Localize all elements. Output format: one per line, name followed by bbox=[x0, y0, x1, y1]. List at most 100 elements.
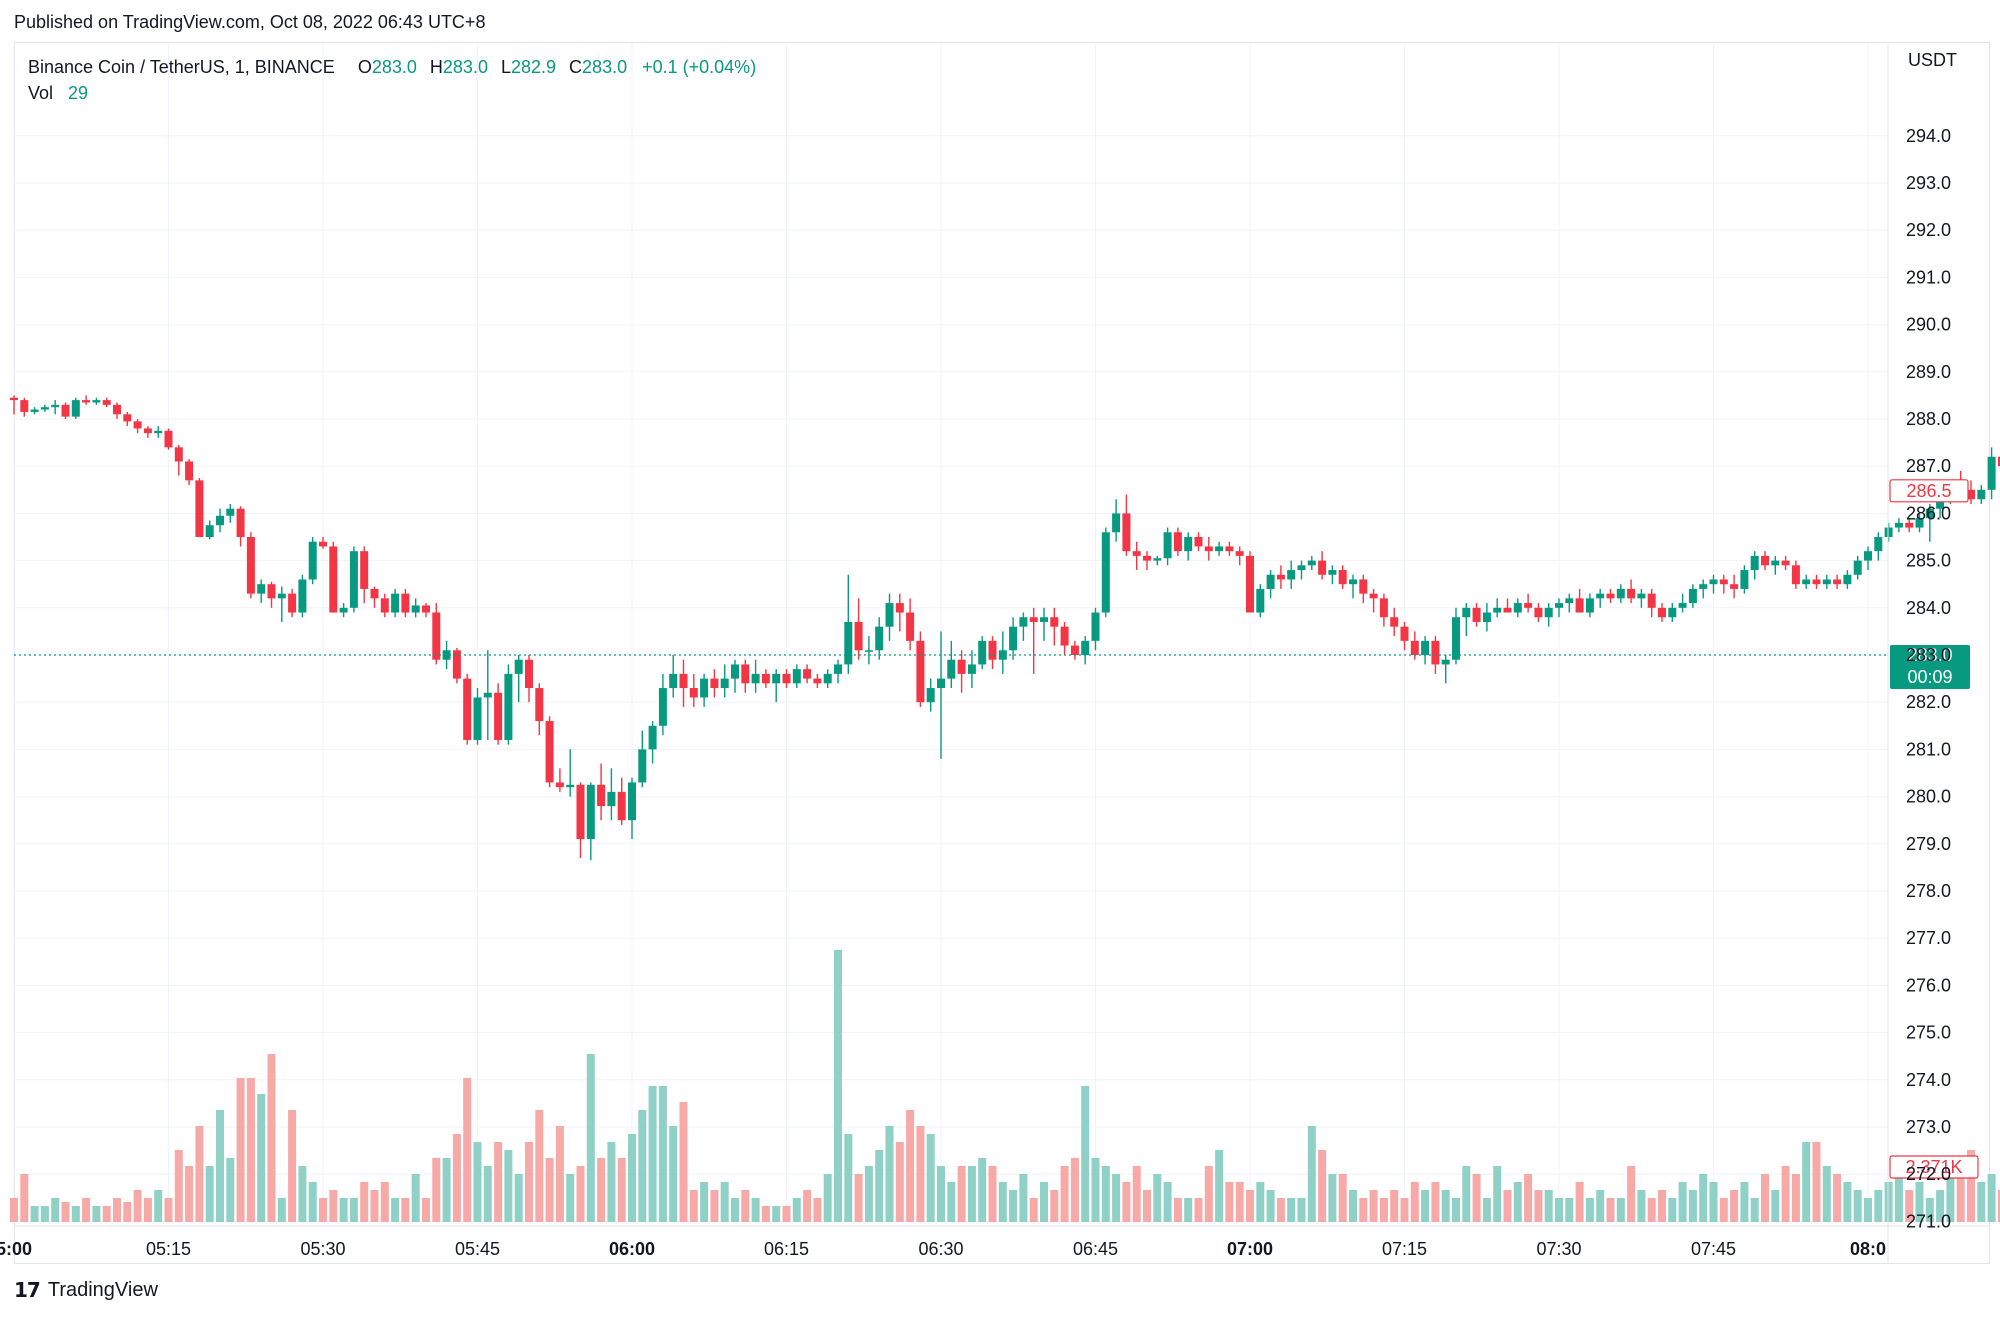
time-tick-label: 05:15 bbox=[146, 1239, 191, 1259]
candle-body bbox=[761, 673, 770, 684]
volume-bar bbox=[937, 1166, 945, 1222]
volume-bar bbox=[133, 1190, 142, 1222]
volume-bar bbox=[535, 1110, 544, 1222]
candle-body bbox=[1431, 640, 1440, 665]
time-axis: 5:00 05:15 05:30 05:45 06:00 06:15 06:30 06:45 0… bbox=[0, 1239, 1886, 1259]
candle-body bbox=[1678, 603, 1687, 608]
candle-body bbox=[1235, 551, 1244, 556]
candle-body bbox=[349, 551, 358, 608]
price-tick-label: 292.0 bbox=[1906, 220, 1951, 240]
candle-body bbox=[1647, 593, 1656, 608]
volume-bar bbox=[988, 1166, 997, 1222]
candle-body bbox=[1719, 579, 1728, 585]
volume-bar bbox=[1122, 1182, 1131, 1222]
candle-body bbox=[1410, 640, 1419, 655]
candle-body bbox=[1791, 565, 1800, 585]
volume-bar bbox=[1452, 1198, 1460, 1222]
candle-body bbox=[586, 784, 595, 840]
candle-body bbox=[370, 588, 379, 599]
candle-body bbox=[1349, 579, 1357, 585]
candle-body bbox=[277, 593, 286, 599]
volume-bar bbox=[1822, 1166, 1831, 1222]
candle-body bbox=[679, 673, 688, 689]
volume-bar bbox=[586, 1054, 595, 1222]
candle-body bbox=[102, 400, 111, 405]
volume-bar bbox=[1575, 1182, 1584, 1222]
volume-bar bbox=[1956, 1174, 1965, 1222]
candle-body bbox=[720, 678, 729, 689]
candle-body bbox=[1462, 607, 1471, 618]
volume-bar bbox=[1184, 1198, 1193, 1222]
volume-bar bbox=[20, 1174, 29, 1222]
candle-body bbox=[947, 659, 956, 679]
volume-bar bbox=[1555, 1198, 1563, 1222]
volume-bar bbox=[1235, 1182, 1244, 1222]
candle-body bbox=[864, 650, 873, 652]
volume-bar bbox=[1936, 1190, 1945, 1222]
symbol-title[interactable]: Binance Coin / TetherUS, 1, BINANCE bbox=[28, 57, 335, 77]
candle-body bbox=[1853, 560, 1862, 575]
time-tick-label: 06:45 bbox=[1073, 1239, 1118, 1259]
volume-bar bbox=[61, 1202, 70, 1222]
price-tick-label: 285.0 bbox=[1906, 551, 1951, 571]
volume-bar bbox=[813, 1198, 822, 1222]
candle-body bbox=[1482, 612, 1491, 622]
price-axis: 294.0 293.0 292.0 291.0 290.0 289.0 288.0 287.0… bbox=[1906, 50, 1957, 1231]
candle-body bbox=[638, 749, 647, 783]
volume-bar bbox=[71, 1206, 80, 1222]
price-tick-label: 291.0 bbox=[1906, 267, 1951, 287]
candle-body bbox=[71, 400, 80, 417]
candle-body bbox=[195, 480, 204, 537]
volume-bar bbox=[205, 1166, 214, 1222]
volume-bar bbox=[607, 1142, 616, 1222]
candle-body bbox=[1163, 532, 1172, 559]
volume-bar bbox=[947, 1182, 956, 1222]
low-label: L bbox=[500, 57, 511, 77]
candle-body bbox=[1184, 537, 1193, 552]
volume-bar bbox=[40, 1206, 49, 1222]
price-tick-label: 288.0 bbox=[1906, 409, 1951, 429]
volume-bar bbox=[844, 1134, 853, 1222]
volume-bar bbox=[834, 950, 842, 1222]
volume-bar bbox=[236, 1078, 245, 1222]
volume-bar bbox=[648, 1086, 657, 1222]
candle-body bbox=[1884, 527, 1893, 537]
volume-bar bbox=[1482, 1198, 1491, 1222]
volume-bar bbox=[658, 1086, 667, 1222]
volume-bar bbox=[10, 1198, 18, 1222]
volume-bar bbox=[143, 1198, 152, 1222]
time-tick-label: 07:00 bbox=[1227, 1239, 1273, 1259]
candle-body bbox=[1194, 537, 1203, 547]
volume-bar bbox=[576, 1166, 585, 1222]
volume-bar bbox=[82, 1198, 91, 1222]
volume-bar bbox=[1997, 1190, 2000, 1222]
volume-bar bbox=[1544, 1190, 1553, 1222]
price-tick-label: 275.0 bbox=[1906, 1023, 1951, 1043]
volume-bar bbox=[597, 1158, 606, 1222]
volume-value-label: 2.371K bbox=[1905, 1157, 1962, 1177]
volume-bars bbox=[10, 950, 2000, 1222]
volume-bar bbox=[1400, 1198, 1409, 1222]
candle-body bbox=[1874, 537, 1883, 552]
candle-body bbox=[1369, 593, 1378, 599]
candle-body bbox=[1256, 588, 1265, 613]
volume-bar bbox=[401, 1198, 410, 1222]
volume-bar bbox=[1925, 1198, 1934, 1222]
price-tick-label: 287.0 bbox=[1906, 456, 1951, 476]
brand-name[interactable]: TradingView bbox=[47, 1279, 158, 1301]
candle-body bbox=[1390, 617, 1399, 627]
volume-bar bbox=[1503, 1190, 1512, 1222]
volume-bar bbox=[380, 1182, 389, 1222]
volume-bar bbox=[1266, 1190, 1275, 1222]
candle-body bbox=[1812, 579, 1821, 585]
candle-body bbox=[967, 664, 976, 674]
candle-body bbox=[1688, 588, 1697, 604]
time-tick-label: 06:30 bbox=[918, 1239, 963, 1259]
volume-bar bbox=[1369, 1190, 1378, 1222]
volume-bar bbox=[102, 1206, 111, 1222]
candle-body bbox=[1977, 489, 1986, 500]
vol-label[interactable]: Vol bbox=[28, 83, 54, 103]
volume-bar bbox=[741, 1190, 750, 1222]
tradingview-logo-icon[interactable]: 𝟭𝟳 bbox=[14, 1280, 41, 1302]
